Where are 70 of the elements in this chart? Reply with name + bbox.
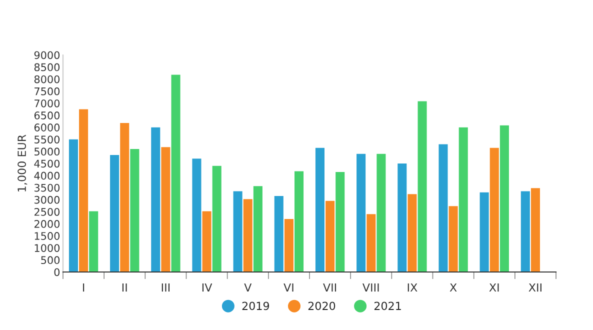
y-tick-label: 2500 [34,208,60,216]
y-tick-label: 8000 [34,75,60,84]
x-tick-label: X [450,283,457,292]
bar [284,218,294,272]
bar [408,194,417,272]
bar [294,171,304,272]
bar [366,214,376,272]
y-tick-label: 4000 [34,172,60,180]
y-tick-label: 1000 [34,244,60,252]
legend-label: 2020 [308,302,336,310]
y-tick-label: 5500 [34,136,60,144]
y-tick-label: 6500 [34,112,60,120]
bar [438,144,448,272]
y-tick-label: 3500 [34,184,60,192]
y-tick-label: 6000 [34,124,60,132]
x-tick-label: I [82,283,84,292]
x-tick-label: VII [323,283,336,292]
legend-label: 2021 [374,302,401,310]
bar [253,186,262,272]
x-tick-label: IX [408,283,418,292]
bar [68,139,78,272]
bar [161,147,170,272]
x-tick-label: III [162,283,170,292]
bar [500,125,509,272]
bar [448,206,458,272]
bar [315,148,324,272]
y-tick-label: 7500 [34,87,60,96]
bar [530,188,540,272]
bar [326,200,335,272]
legend-label: 2019 [242,302,270,310]
x-tick-label: XII [528,283,542,292]
bar [274,196,284,272]
bar [376,154,386,272]
y-axis-title: 1,000 EUR [18,134,28,192]
x-tick-label: IV [202,283,212,292]
bar [212,166,222,272]
x-tick-label: II [122,283,127,292]
y-tick-label: 4500 [34,160,60,168]
x-tick-label: V [244,283,252,292]
bar [356,154,366,272]
bar [458,127,468,272]
bar [490,148,499,272]
bar [79,109,88,272]
y-tick-label: 2000 [34,220,60,228]
bar [398,164,407,272]
x-tick-label: XI [489,283,499,292]
bar [233,191,242,272]
y-tick-label: 9000 [34,51,60,60]
x-tick-label: VI [284,283,294,292]
bar [89,211,98,272]
bar [171,74,180,272]
bar [120,122,130,272]
bar [110,155,120,272]
bar [192,158,202,272]
bar [202,211,212,272]
bar [520,191,530,272]
bar [336,172,345,272]
bar [418,101,427,272]
y-tick-label: 0 [54,268,60,276]
y-tick-label: 8500 [34,63,60,72]
x-tick-label: VIII [362,283,379,292]
y-tick-label: 3000 [34,196,60,204]
bar [480,192,489,272]
bar [130,149,140,272]
bar [243,199,252,272]
bar [151,127,160,272]
y-tick-label: 1500 [34,232,60,240]
y-tick-label: 5000 [34,148,60,156]
y-tick-label: 500 [41,256,60,264]
y-tick-label: 7000 [34,99,60,108]
